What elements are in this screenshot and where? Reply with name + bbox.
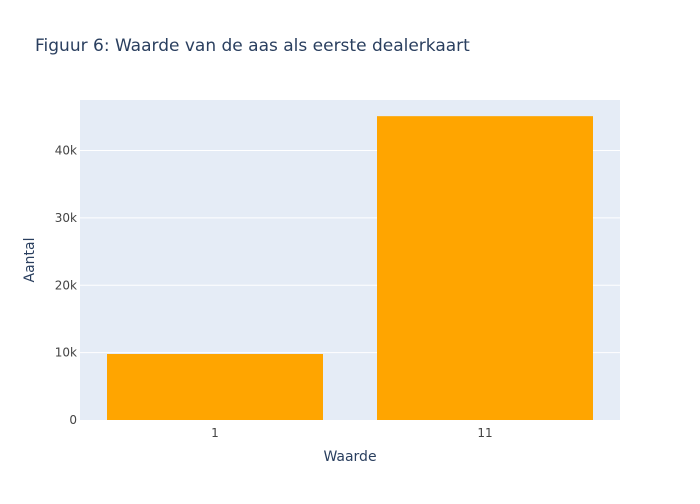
chart-title: Figuur 6: Waarde van de aas als eerste d… [35,36,470,56]
x-axis-ticks: 1 11 [211,426,492,440]
bars [107,116,593,420]
bar-11 [377,116,593,420]
bar-1 [107,353,323,420]
y-axis-ticks: 0 10k 20k 30k 40k [55,144,77,427]
x-axis-label: Waarde [323,449,376,465]
y-tick-label: 10k [55,346,77,360]
x-tick-label: 11 [477,426,492,440]
y-tick-label: 30k [55,211,77,225]
y-tick-label: 20k [55,278,77,292]
x-tick-label: 1 [211,426,219,440]
y-tick-label: 0 [69,413,77,427]
y-axis-label: Aantal [22,238,38,283]
y-tick-label: 40k [55,144,77,158]
